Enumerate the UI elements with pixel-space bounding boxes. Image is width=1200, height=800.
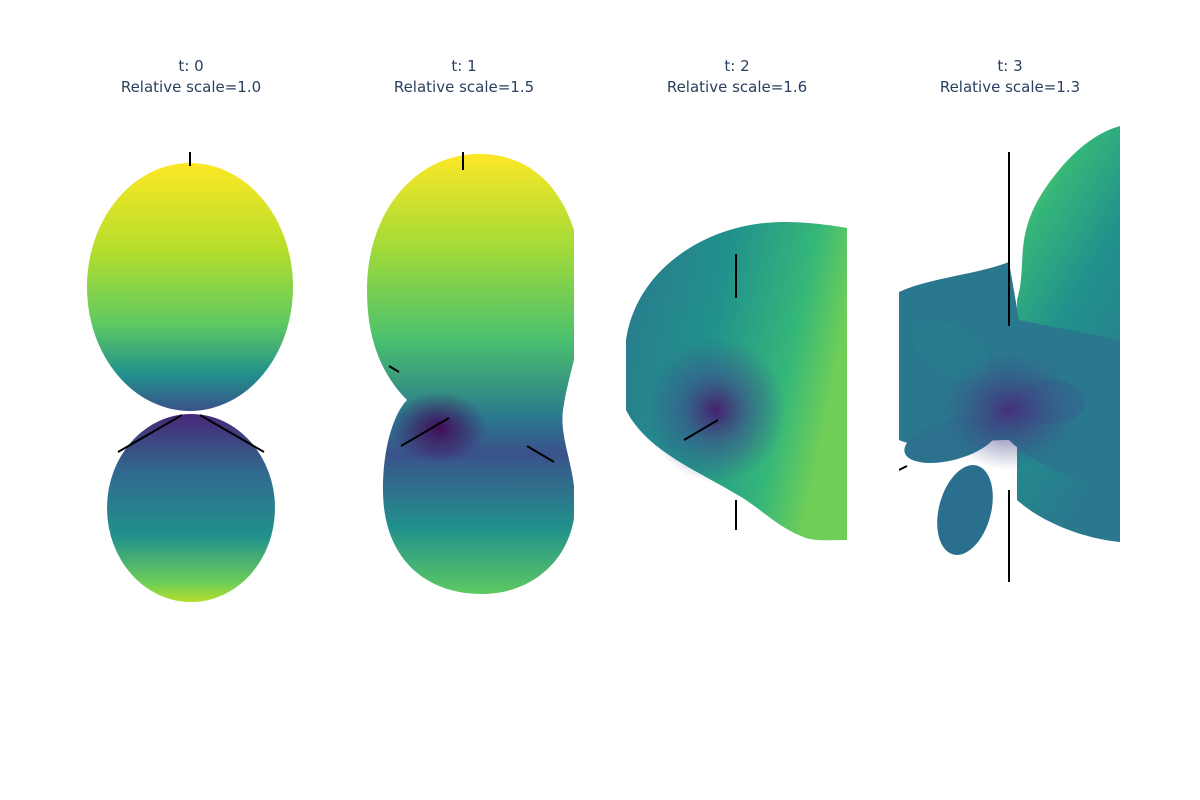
subplot-2[interactable]: t: 1 Relative scale=1.5 <box>327 0 601 800</box>
subplot-1-lobe-top <box>87 163 293 411</box>
subplot-4-surface <box>899 126 1120 582</box>
subplot-4[interactable]: t: 3 Relative scale=1.3 <box>873 0 1147 800</box>
subplot-2-axis-y <box>526 445 555 463</box>
subplot-1[interactable]: t: 0 Relative scale=1.0 <box>54 0 328 800</box>
subplot-3-axis-x <box>683 419 719 441</box>
subplot-1-scene[interactable] <box>54 110 328 630</box>
subplot-4-title-t: t: 3 <box>997 57 1023 75</box>
subplot-2-title-scale: Relative scale=1.5 <box>393 78 535 96</box>
subplot-4-center-shadow <box>939 350 1079 470</box>
subplot-1-axis-y <box>199 414 265 453</box>
subplot-1-title-scale: Relative scale=1.0 <box>120 78 262 96</box>
subplot-3-scene[interactable] <box>626 110 847 630</box>
subplot-1-title-t: t: 0 <box>178 57 204 75</box>
subplot-4-scene[interactable] <box>899 110 1120 630</box>
subplot-1-axis-x <box>117 414 183 453</box>
subplot-2-surface <box>367 152 574 594</box>
subplot-2-shadow <box>391 392 487 464</box>
subplot-1-surface <box>87 152 293 602</box>
subplot-4-petal-3 <box>937 465 993 555</box>
subplot-3-title-scale: Relative scale=1.6 <box>666 78 808 96</box>
subplot-2-axis-x2 <box>388 365 400 373</box>
subplot-3-shadow <box>646 338 786 482</box>
subplot-3-surface <box>626 222 847 541</box>
subplot-2-axis-x <box>400 417 450 447</box>
subplot-4-title-scale: Relative scale=1.3 <box>939 78 1081 96</box>
subplot-4-axis-x <box>899 465 908 471</box>
subplot-1-lobe-bottom <box>107 414 275 602</box>
subplot-2-scene[interactable] <box>327 110 574 630</box>
subplot-2-body <box>367 154 574 594</box>
subplot-3-title-t: t: 2 <box>724 57 750 75</box>
subplot-2-title-t: t: 1 <box>451 57 477 75</box>
subplot-3[interactable]: t: 2 Relative scale=1.6 <box>600 0 874 800</box>
